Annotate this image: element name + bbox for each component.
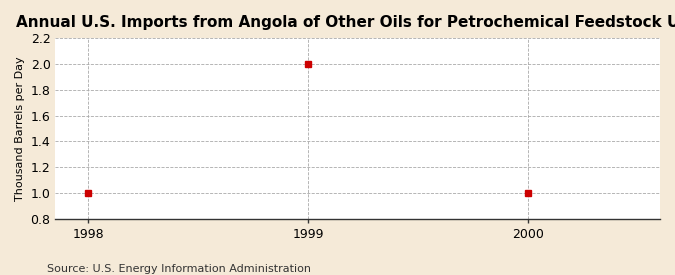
Text: Source: U.S. Energy Information Administration: Source: U.S. Energy Information Administ…: [47, 264, 311, 274]
Title: Annual U.S. Imports from Angola of Other Oils for Petrochemical Feedstock Use: Annual U.S. Imports from Angola of Other…: [16, 15, 675, 30]
Y-axis label: Thousand Barrels per Day: Thousand Barrels per Day: [15, 56, 25, 201]
